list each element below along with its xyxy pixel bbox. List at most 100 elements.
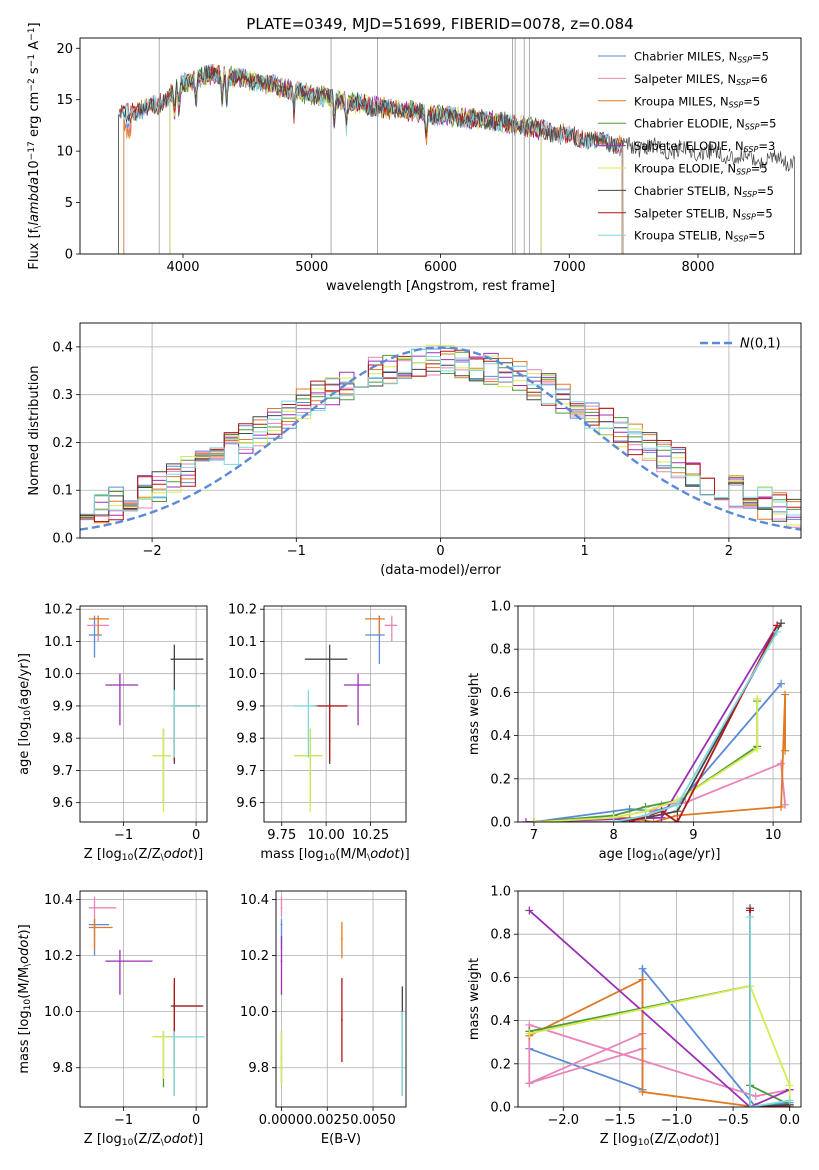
point-salpeter-stelib — [328, 705, 331, 707]
y-tick-label: 10.1 — [228, 635, 257, 650]
plot-area — [294, 615, 398, 813]
panel-residual-histogram: −2 −1 0 1 2 0.0 0.1 0.2 0.3 0.4 (data-model)/error… — [27, 322, 802, 578]
legend-label-chabrier-elodie: Chabrier ELODIE, NSSP=5 — [634, 117, 776, 132]
y-tick-label: 9.8 — [248, 1061, 269, 1076]
y-tick-label: 10.2 — [44, 949, 73, 964]
spectrum-line-chabrier-stelib — [118, 65, 795, 254]
x-tick-label: 2 — [725, 544, 733, 559]
x-tick-label: 0.0025 — [305, 1113, 351, 1128]
weight-line-chabrier-stelib — [613, 622, 782, 822]
y-tick-label: 10.0 — [44, 1005, 73, 1020]
x-tick-label: 0 — [192, 828, 200, 843]
weight-marker-kroupa-stelib — [609, 818, 618, 822]
x-tick-label: −1.0 — [661, 1113, 693, 1128]
y-tick-label: 9.8 — [236, 732, 257, 747]
legend-label-salpeter-miles: Salpeter MILES, NSSP=6 — [634, 72, 768, 87]
x-tick-label: −1 — [114, 828, 133, 843]
y-tick-label: 0.0 — [490, 1101, 511, 1116]
point-kroupa-elodie — [162, 755, 165, 757]
legend-label-salpeter-elodie: Salpeter ELODIE, NSSP=3 — [634, 139, 775, 154]
plot-area — [280, 896, 404, 1096]
y-axis-label: age [log10(age/yr)] — [17, 653, 33, 775]
point-chabrier-stelib — [173, 658, 176, 661]
axes-frame — [79, 605, 208, 823]
grid — [276, 891, 406, 1107]
weight-marker-kroupa-miles — [638, 1087, 647, 1096]
y-axis-label: Flux [f\lambda10−17 erg cm−2 s−1 A−1] — [27, 22, 43, 269]
weight-line-salpeter-stelib — [749, 910, 790, 1107]
y-axis-label: Normed distribution — [27, 365, 42, 495]
y-tick-label: 0.2 — [490, 1057, 511, 1072]
y-tick-label: 9.8 — [52, 1061, 73, 1076]
axes-frame — [517, 605, 802, 823]
point-kroupa-stelib — [173, 705, 176, 707]
point-salpeter-elodie — [357, 684, 359, 686]
point-kroupa-stelib — [173, 1035, 176, 1038]
weight-marker-kroupa-miles — [781, 746, 790, 755]
legend-label-kroupa-stelib: Kroupa STELIB, NSSP=5 — [634, 229, 765, 244]
x-tick-label: 10.00 — [308, 828, 345, 843]
point-kroupa-miles — [97, 617, 100, 620]
y-tick-label: 20 — [56, 42, 73, 57]
panel-weight-vs-metallicity: −2.0 −1.5 −1.0 −0.5 0.0 0.0 0.2 0.4 0.6 0.8 1.0 Z [… — [467, 885, 802, 1148]
legend-label-salpeter-stelib: Salpeter STELIB, NSSP=5 — [634, 206, 773, 221]
x-tick-label: 1 — [581, 544, 589, 559]
point-kroupa-elodie — [309, 755, 312, 757]
weight-marker-kroupa-stelib — [746, 912, 755, 921]
x-tick-label: 0 — [192, 1113, 200, 1128]
plot-area — [525, 904, 794, 1107]
grid — [518, 605, 801, 823]
point-salpeter-elodie — [119, 684, 121, 686]
x-tick-label: 7 — [530, 828, 538, 843]
weight-marker-kroupa-stelib — [673, 800, 682, 809]
spectrum-line-kroupa-miles — [123, 66, 623, 254]
point-kroupa-miles — [341, 937, 343, 940]
x-tick-label: −2 — [143, 544, 162, 559]
point-kroupa-stelib — [307, 705, 310, 707]
y-tick-label: 0.8 — [490, 928, 511, 943]
y-tick-label: 10 — [56, 145, 73, 160]
x-axis-label: wavelength [Angstrom, rest frame] — [326, 279, 555, 294]
y-tick-label: 1.0 — [490, 600, 511, 615]
y-tick-label: 0.6 — [490, 971, 511, 986]
legend-label-normal: N(0,1) — [740, 337, 781, 352]
weight-line-salpeter-stelib — [629, 624, 778, 822]
weight-marker-kroupa-miles — [649, 818, 658, 822]
weight-marker-salpeter-miles — [781, 800, 790, 809]
weight-marker-salpeter-elodie — [521, 818, 530, 822]
y-tick-label: 0.4 — [490, 1014, 511, 1029]
y-tick-label: 0.4 — [52, 340, 73, 355]
y-tick-label: 1.0 — [490, 885, 511, 900]
weight-marker-chabrier-miles — [777, 679, 786, 688]
point-kroupa-miles — [93, 926, 96, 929]
x-axis-label: Z [log10(Z/Z\odot)] — [84, 847, 203, 863]
y-tick-label: 0.3 — [52, 388, 73, 403]
point-kroupa-elodie — [280, 1055, 283, 1058]
x-axis-label: E(B-V) — [321, 1132, 361, 1147]
y-tick-label: 5 — [65, 196, 73, 211]
x-tick-label: 0 — [436, 544, 444, 559]
x-tick-label: −1 — [287, 544, 306, 559]
y-tick-label: 15 — [56, 93, 73, 108]
x-tick-label: 5000 — [295, 260, 328, 275]
legend-label-kroupa-elodie: Kroupa ELODIE, NSSP=5 — [634, 162, 768, 177]
x-tick-label: 8 — [610, 828, 618, 843]
point-salpeter-elodie — [280, 960, 283, 963]
point-salpeter-elodie — [119, 960, 121, 963]
x-tick-label: 6000 — [424, 260, 457, 275]
weight-line-kroupa-elodie — [533, 698, 759, 822]
weight-marker-kroupa-miles — [781, 690, 790, 699]
plot-area — [87, 615, 204, 813]
y-tick-label: 9.7 — [52, 764, 73, 779]
plot-area — [88, 896, 205, 1096]
weight-marker-salpeter-miles — [525, 1079, 534, 1088]
weight-marker-kroupa-elodie — [753, 694, 762, 703]
panel-weight-vs-age: 7 8 9 10 0.0 0.2 0.4 0.6 0.8 1.0 age [log10(age/yr… — [467, 600, 802, 863]
weight-marker-kroupa-stelib — [773, 627, 782, 636]
weight-marker-salpeter-miles — [751, 1092, 760, 1101]
x-tick-label: 9.75 — [267, 828, 296, 843]
x-tick-label: −0.5 — [717, 1113, 749, 1128]
weight-line-chabrier-miles — [533, 683, 782, 822]
plot-area — [118, 38, 795, 254]
weight-marker-kroupa-stelib — [785, 1096, 794, 1105]
